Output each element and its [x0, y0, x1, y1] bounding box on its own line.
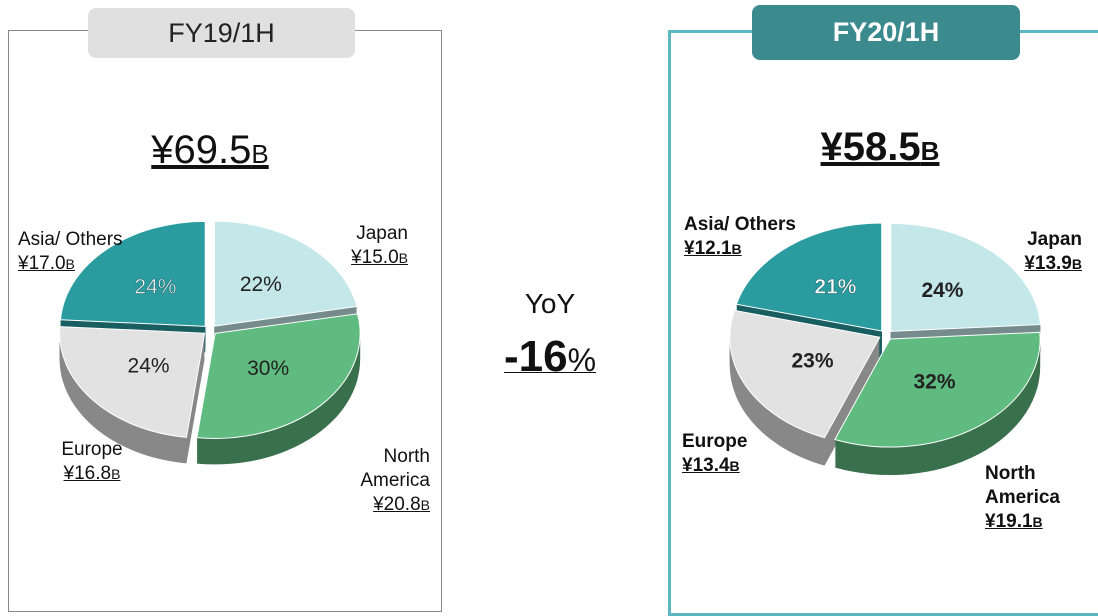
- amount-value: ¥16.8: [63, 463, 112, 484]
- slice-label: 21%: [814, 276, 856, 299]
- amount-unit: B: [65, 256, 75, 272]
- slice: [834, 331, 1041, 448]
- amount-unit: B: [111, 466, 121, 482]
- amount-value: ¥15.0: [351, 247, 399, 268]
- category-name: North America: [360, 446, 430, 491]
- total: ¥58.5B: [730, 125, 1030, 170]
- total: ¥69.5B: [60, 128, 360, 173]
- slice-label: 23%: [791, 350, 833, 373]
- amount-unit: B: [729, 458, 740, 474]
- yoy-label: YoY: [524, 288, 576, 319]
- slice-label: 24%: [128, 354, 170, 377]
- panel-title: FY20/1H: [752, 5, 1020, 60]
- total-unit: B: [920, 136, 940, 166]
- amount-value: ¥17.0: [18, 253, 66, 274]
- category-name: Japan: [356, 223, 408, 244]
- category-name: North America: [985, 463, 1060, 508]
- amount-unit: B: [420, 497, 430, 513]
- amount: ¥16.8B: [22, 462, 162, 486]
- category-label: Europe ¥16.8B: [22, 438, 162, 486]
- category-label: Asia/ Others ¥12.1B: [684, 213, 824, 261]
- category-label: Europe ¥13.4B: [682, 430, 822, 478]
- slide: YoY -16% 22% 30% 24% 24% 24% 32% 23% 21% FY19/1H…: [8, 5, 1098, 616]
- total-unit: B: [251, 139, 269, 169]
- category-name: Europe: [682, 431, 748, 452]
- category-label: Japan ¥13.9B: [942, 228, 1082, 276]
- slice: [59, 326, 206, 438]
- yoy-unit: %: [567, 342, 597, 378]
- amount-value: ¥20.8: [373, 494, 421, 515]
- amount-value: ¥13.9: [1024, 253, 1072, 274]
- category-label: North America ¥19.1B: [985, 462, 1075, 534]
- pie-layer: 22% 30% 24% 24% 24% 32% 23% 21%: [59, 220, 1042, 476]
- slice: [890, 222, 1042, 332]
- amount-unit: B: [1032, 514, 1043, 530]
- amount-unit: B: [1071, 256, 1082, 272]
- amount-value: ¥13.4: [682, 455, 730, 476]
- amount: ¥12.1B: [684, 237, 824, 261]
- amount: ¥19.1B: [985, 510, 1075, 534]
- slice-label: 24%: [921, 279, 963, 302]
- slice: [213, 220, 358, 327]
- amount-value: ¥12.1: [684, 238, 732, 259]
- total-value: ¥58.5: [820, 125, 921, 169]
- amount-value: ¥19.1: [985, 511, 1033, 532]
- yoy-number: -16: [503, 332, 568, 381]
- amount-unit: B: [398, 250, 408, 266]
- slice-label: 24%: [134, 275, 176, 298]
- amount: ¥17.0B: [18, 252, 158, 276]
- panel-title: FY19/1H: [88, 8, 355, 58]
- slice: [196, 313, 361, 439]
- category-name: Asia/ Others: [684, 214, 796, 235]
- category-name: Asia/ Others: [18, 229, 123, 250]
- total-value: ¥69.5: [151, 128, 252, 172]
- category-label: Asia/ Others ¥17.0B: [18, 228, 158, 276]
- amount: ¥20.8B: [340, 493, 430, 517]
- amount-unit: B: [731, 241, 742, 257]
- category-label: North America ¥20.8B: [340, 445, 430, 517]
- amount: ¥13.4B: [682, 454, 822, 478]
- slice-label: 22%: [240, 273, 282, 296]
- category-name: Europe: [61, 439, 123, 460]
- slice: [59, 220, 206, 327]
- yoy-value: -16%: [470, 332, 630, 382]
- amount: ¥13.9B: [942, 252, 1082, 276]
- amount: ¥15.0B: [268, 246, 408, 270]
- slice-label: 32%: [913, 371, 955, 394]
- category-name: Japan: [1027, 229, 1082, 250]
- category-label: Japan ¥15.0B: [268, 222, 408, 270]
- slice: [729, 309, 881, 439]
- slice: [735, 222, 883, 332]
- slice-label: 30%: [247, 357, 289, 380]
